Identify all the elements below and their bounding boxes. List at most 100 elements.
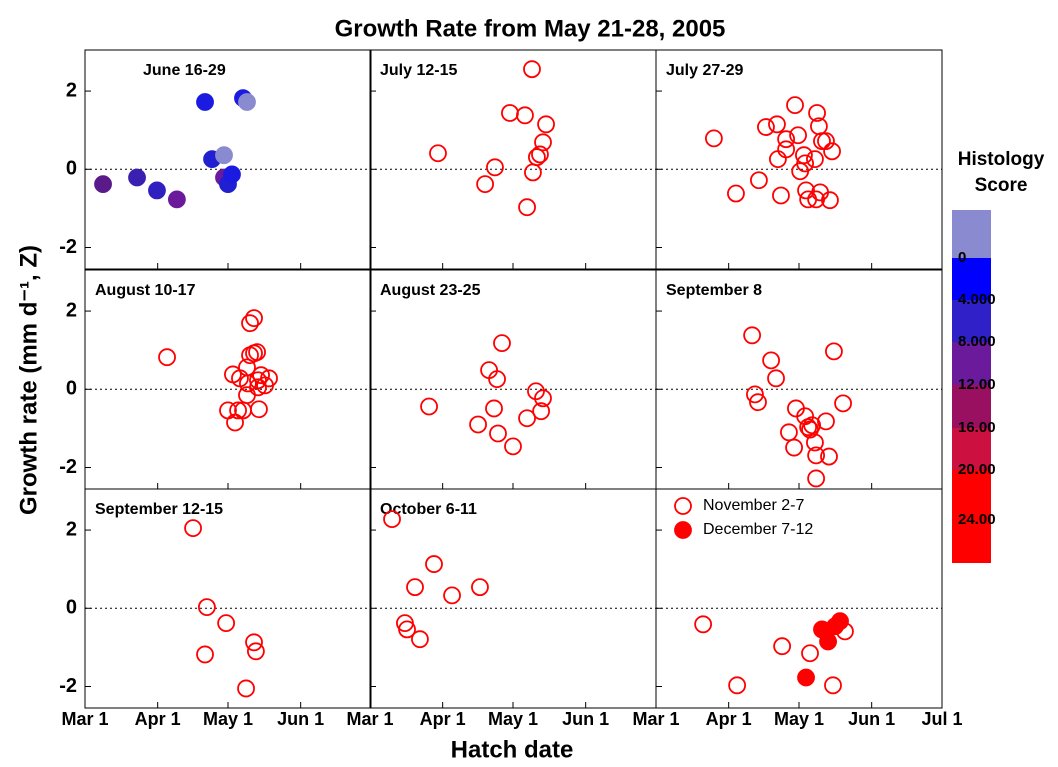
- data-point: [226, 413, 244, 432]
- panel-title: August 10-17: [95, 282, 196, 299]
- x-tick-label: May 1: [774, 709, 824, 729]
- data-point: [241, 314, 259, 333]
- data-point: [762, 351, 781, 370]
- panel-frame: [84, 488, 372, 709]
- data-point: [773, 637, 792, 656]
- colorbar-band: [952, 342, 991, 385]
- data-point: [780, 423, 798, 442]
- data-point: [819, 632, 837, 651]
- data-point: [817, 412, 835, 431]
- data-point: [398, 620, 416, 639]
- data-point: [813, 132, 831, 151]
- data-point: [486, 158, 504, 177]
- data-point: [217, 614, 236, 633]
- data-point: [537, 115, 555, 134]
- data-point: [443, 586, 461, 605]
- data-point: [727, 184, 745, 203]
- data-point: [820, 447, 838, 466]
- data-point: [229, 401, 247, 420]
- x-tick-label: May 1: [488, 709, 538, 729]
- data-point: [524, 163, 542, 182]
- data-point: [518, 409, 536, 428]
- data-point: [248, 343, 266, 362]
- data-point: [501, 104, 519, 122]
- chart-title: Growth Rate from May 21-28, 2005: [335, 15, 726, 42]
- data-point: [807, 469, 826, 488]
- data-point: [795, 146, 813, 165]
- data-point: [772, 186, 790, 205]
- data-point: [420, 397, 438, 416]
- data-point: [769, 150, 787, 169]
- data-point: [749, 393, 767, 412]
- y-tick-label: 2: [66, 299, 77, 321]
- data-point: [223, 165, 241, 184]
- data-point: [750, 171, 768, 190]
- x-tick-label: Mar 1: [632, 709, 679, 729]
- x-tick-label: Mar 1: [346, 709, 393, 729]
- panel-frame: [369, 488, 657, 709]
- data-point: [797, 181, 815, 200]
- data-point: [705, 129, 723, 148]
- data-point: [245, 309, 263, 328]
- data-point: [476, 175, 495, 194]
- data-point: [238, 93, 256, 111]
- colorbar-label: 12.00: [958, 376, 996, 393]
- data-point: [237, 679, 255, 698]
- data-point: [215, 146, 233, 165]
- x-tick-label: Jun 1: [562, 709, 609, 729]
- data-point: [158, 348, 176, 367]
- data-point: [817, 132, 835, 151]
- data-point: [743, 326, 762, 345]
- y-tick-label: 0: [66, 158, 77, 180]
- data-point: [785, 438, 803, 457]
- panel-frame: [369, 269, 657, 490]
- data-point: [245, 633, 263, 652]
- y-tick-label: 2: [66, 518, 77, 540]
- y-tick-label: 2: [66, 79, 77, 101]
- data-point: [796, 154, 814, 173]
- colorbar-label: 4.000: [958, 291, 996, 308]
- y-tick-label: -2: [59, 675, 77, 697]
- data-point: [128, 168, 146, 187]
- data-point: [757, 118, 775, 136]
- x-tick-label: Jul 1: [921, 709, 962, 729]
- data-point: [728, 676, 747, 695]
- x-tick-label: Apr 1: [420, 709, 466, 729]
- colorbar-label: 8.000: [958, 333, 996, 350]
- data-point: [246, 642, 265, 661]
- data-point: [516, 106, 534, 125]
- y-tick-label: -2: [59, 456, 77, 478]
- data-point: [406, 578, 424, 597]
- x-tick-label: Jun 1: [277, 709, 324, 729]
- panel-frame: [655, 269, 943, 490]
- data-point: [801, 644, 819, 663]
- data-point: [383, 510, 401, 529]
- data-point: [768, 115, 786, 134]
- data-point: [148, 181, 166, 200]
- colorbar-label: 0: [958, 249, 966, 266]
- data-point: [528, 148, 546, 167]
- data-point: [196, 645, 214, 664]
- data-point: [826, 617, 845, 636]
- data-point: [249, 378, 267, 397]
- x-tick-label: Apr 1: [135, 709, 181, 729]
- data-point: [746, 385, 764, 404]
- data-point: [250, 400, 268, 419]
- colorbar-band: [952, 210, 991, 258]
- data-point: [534, 389, 552, 408]
- legend-label: November 2-7: [703, 497, 804, 514]
- data-point: [808, 104, 826, 122]
- colorbar-band: [952, 258, 991, 300]
- panel-title: October 6-11: [380, 501, 477, 518]
- colorbar-band: [952, 470, 991, 563]
- data-point: [260, 369, 278, 388]
- data-point: [531, 145, 549, 164]
- colorbar-band: [952, 428, 991, 470]
- data-point: [489, 424, 507, 443]
- data-point: [803, 416, 822, 435]
- panel-frame: [369, 49, 657, 270]
- data-point: [425, 555, 443, 573]
- data-point: [196, 93, 214, 111]
- data-point: [806, 150, 824, 169]
- data-point: [824, 676, 842, 695]
